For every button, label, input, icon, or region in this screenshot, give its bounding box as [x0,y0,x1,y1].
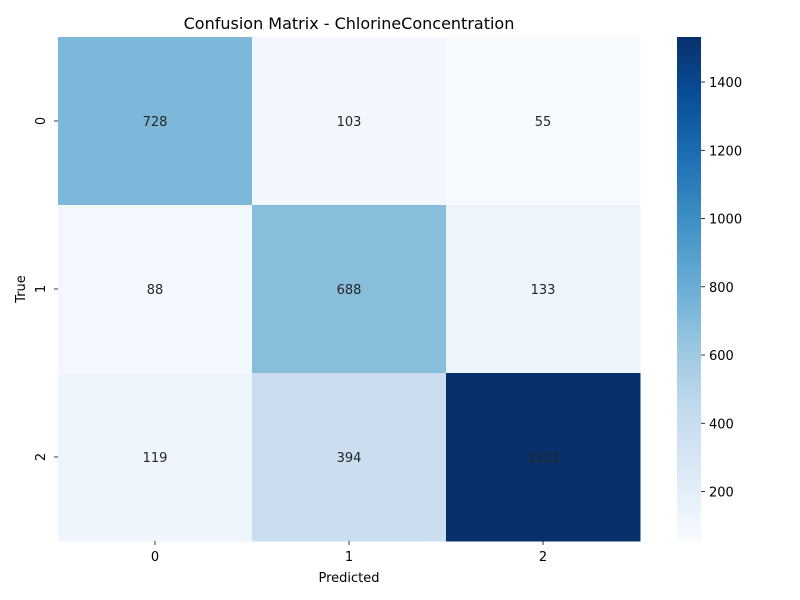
cell-value-1-2: 133 [531,283,556,298]
heatmap-cell-1-2 [446,205,641,374]
colorbar-tick-label-5: 1200 [709,144,742,159]
colorbar-tick-label-3: 800 [709,281,734,296]
chart-title: Confusion Matrix - ChlorineConcentration [184,14,515,33]
y-axis-label: True [14,275,29,304]
heatmap-cell-0-1 [252,37,447,206]
heatmap-cell-0-0 [58,37,253,206]
colorbar-tick-label-2: 600 [709,349,734,364]
colorbar-tick-label-6: 1400 [709,76,742,91]
y-tick-label-2: 2 [34,453,49,461]
x-tick-label-0: 0 [151,550,159,565]
colorbar-tick-label-4: 1000 [709,213,742,228]
x-axis-label: Predicted [318,571,379,586]
y-axis-ticks: 0 1 2 [34,117,58,461]
cell-value-0-0: 728 [143,115,168,130]
heatmap-cell-1-0 [58,205,253,374]
y-tick-label-0: 0 [34,117,49,125]
cell-value-1-1: 688 [337,283,362,298]
colorbar-tick-label-1: 400 [709,417,734,432]
heatmap-cell-0-2 [446,37,641,206]
colorbar-ticks: 200 400 600 800 1000 1200 1400 [701,76,742,501]
heatmap-cell-1-1 [252,205,447,374]
cell-value-0-1: 103 [337,115,362,130]
colorbar-tick-label-0: 200 [709,486,734,501]
colorbar [677,37,701,541]
x-tick-label-1: 1 [345,550,353,565]
x-axis-ticks: 0 1 2 [151,541,547,565]
heatmap-cell-2-0 [58,373,253,542]
cell-value-2-2: 1532 [526,451,559,466]
cell-value-1-0: 88 [147,283,164,298]
y-tick-label-1: 1 [34,285,49,293]
cell-value-0-2: 55 [535,115,552,130]
heatmap-cell-2-2 [446,373,641,542]
heatmap-cell-2-1 [252,373,447,542]
cell-value-2-1: 394 [337,451,362,466]
x-tick-label-2: 2 [539,550,547,565]
heatmap-cells: 728 103 55 88 688 133 119 394 1532 [58,37,641,542]
cell-value-2-0: 119 [143,451,168,466]
